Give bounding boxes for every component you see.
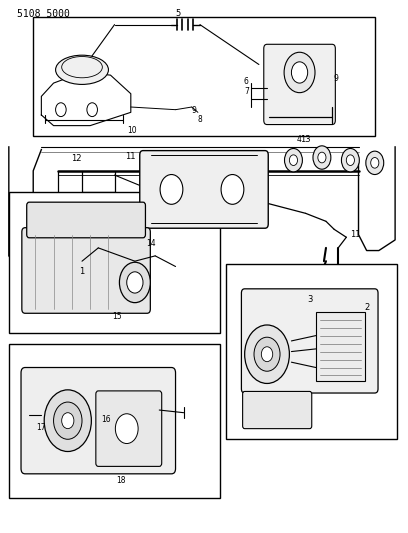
Bar (9, 344, 220, 498)
FancyBboxPatch shape (243, 391, 312, 429)
Circle shape (371, 158, 379, 168)
Circle shape (62, 413, 74, 429)
Text: 17: 17 (37, 423, 46, 432)
Text: 4: 4 (297, 135, 302, 144)
Circle shape (318, 152, 326, 163)
Text: 6: 6 (244, 77, 249, 86)
FancyBboxPatch shape (316, 312, 365, 381)
Circle shape (254, 337, 280, 371)
Circle shape (284, 149, 302, 172)
Text: 15: 15 (112, 312, 122, 321)
Circle shape (120, 262, 150, 303)
Text: 8: 8 (198, 115, 203, 124)
Circle shape (262, 347, 273, 362)
Text: 10: 10 (127, 126, 136, 135)
FancyBboxPatch shape (140, 151, 268, 228)
FancyBboxPatch shape (22, 228, 150, 313)
Bar (226, 264, 397, 439)
Circle shape (245, 325, 289, 383)
Text: 14: 14 (146, 239, 156, 248)
FancyBboxPatch shape (96, 391, 162, 466)
Circle shape (53, 402, 82, 439)
Circle shape (341, 149, 359, 172)
Circle shape (291, 62, 308, 83)
Circle shape (289, 155, 297, 165)
Circle shape (346, 155, 355, 165)
Text: 11: 11 (126, 152, 136, 161)
Text: 13: 13 (300, 135, 311, 144)
Text: 18: 18 (116, 477, 125, 486)
FancyBboxPatch shape (27, 202, 145, 238)
Circle shape (44, 390, 91, 451)
Text: 11: 11 (350, 230, 361, 239)
FancyBboxPatch shape (242, 289, 378, 393)
Text: 3: 3 (307, 295, 313, 304)
Text: 9: 9 (192, 106, 197, 115)
Text: 2: 2 (365, 303, 370, 312)
Circle shape (366, 151, 384, 174)
Text: 5108 5000: 5108 5000 (17, 9, 70, 19)
Bar (9, 192, 220, 333)
Text: 16: 16 (102, 415, 111, 424)
Bar (33, 17, 375, 136)
Circle shape (221, 174, 244, 204)
Text: 12: 12 (71, 154, 81, 163)
Circle shape (284, 52, 315, 93)
Ellipse shape (55, 55, 109, 84)
Circle shape (127, 272, 143, 293)
FancyBboxPatch shape (264, 44, 335, 125)
Text: 7: 7 (244, 87, 249, 96)
Circle shape (160, 174, 183, 204)
Circle shape (115, 414, 138, 443)
FancyBboxPatch shape (21, 368, 175, 474)
Text: 5: 5 (175, 9, 180, 18)
Text: 9: 9 (333, 74, 338, 83)
Circle shape (313, 146, 331, 169)
Text: 1: 1 (80, 266, 84, 276)
